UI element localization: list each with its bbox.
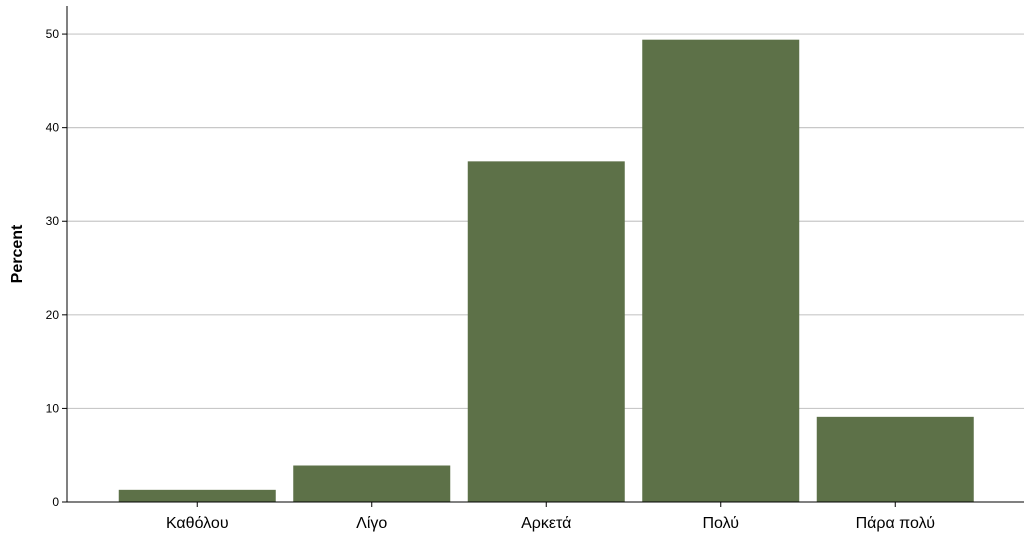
y-tick-label: 10 xyxy=(46,401,60,415)
x-tick-label: Πάρα πολύ xyxy=(856,515,935,532)
y-tick-label: 20 xyxy=(46,308,60,322)
y-tick-labels: 0 10 20 30 40 50 xyxy=(46,27,60,509)
y-tick-label: 40 xyxy=(46,121,60,135)
y-axis-title: Percent xyxy=(9,224,26,283)
x-tick-labels: Καθόλου Λίγο Αρκετά Πολύ Πάρα πολύ xyxy=(166,515,935,532)
bar xyxy=(642,39,800,503)
y-tick-label: 50 xyxy=(46,27,60,41)
x-tick-label: Καθόλου xyxy=(166,515,229,532)
bar xyxy=(118,489,276,502)
x-tick-label: Αρκετά xyxy=(521,515,571,532)
bar xyxy=(816,416,974,502)
x-tick-label: Λίγο xyxy=(356,515,387,532)
y-tick-label: 30 xyxy=(46,214,60,228)
x-tick-label: Πολύ xyxy=(702,515,739,532)
y-tick-label: 0 xyxy=(52,495,59,509)
bar xyxy=(293,465,451,502)
bars xyxy=(118,39,974,503)
bar xyxy=(467,161,625,502)
axes xyxy=(62,6,1024,507)
